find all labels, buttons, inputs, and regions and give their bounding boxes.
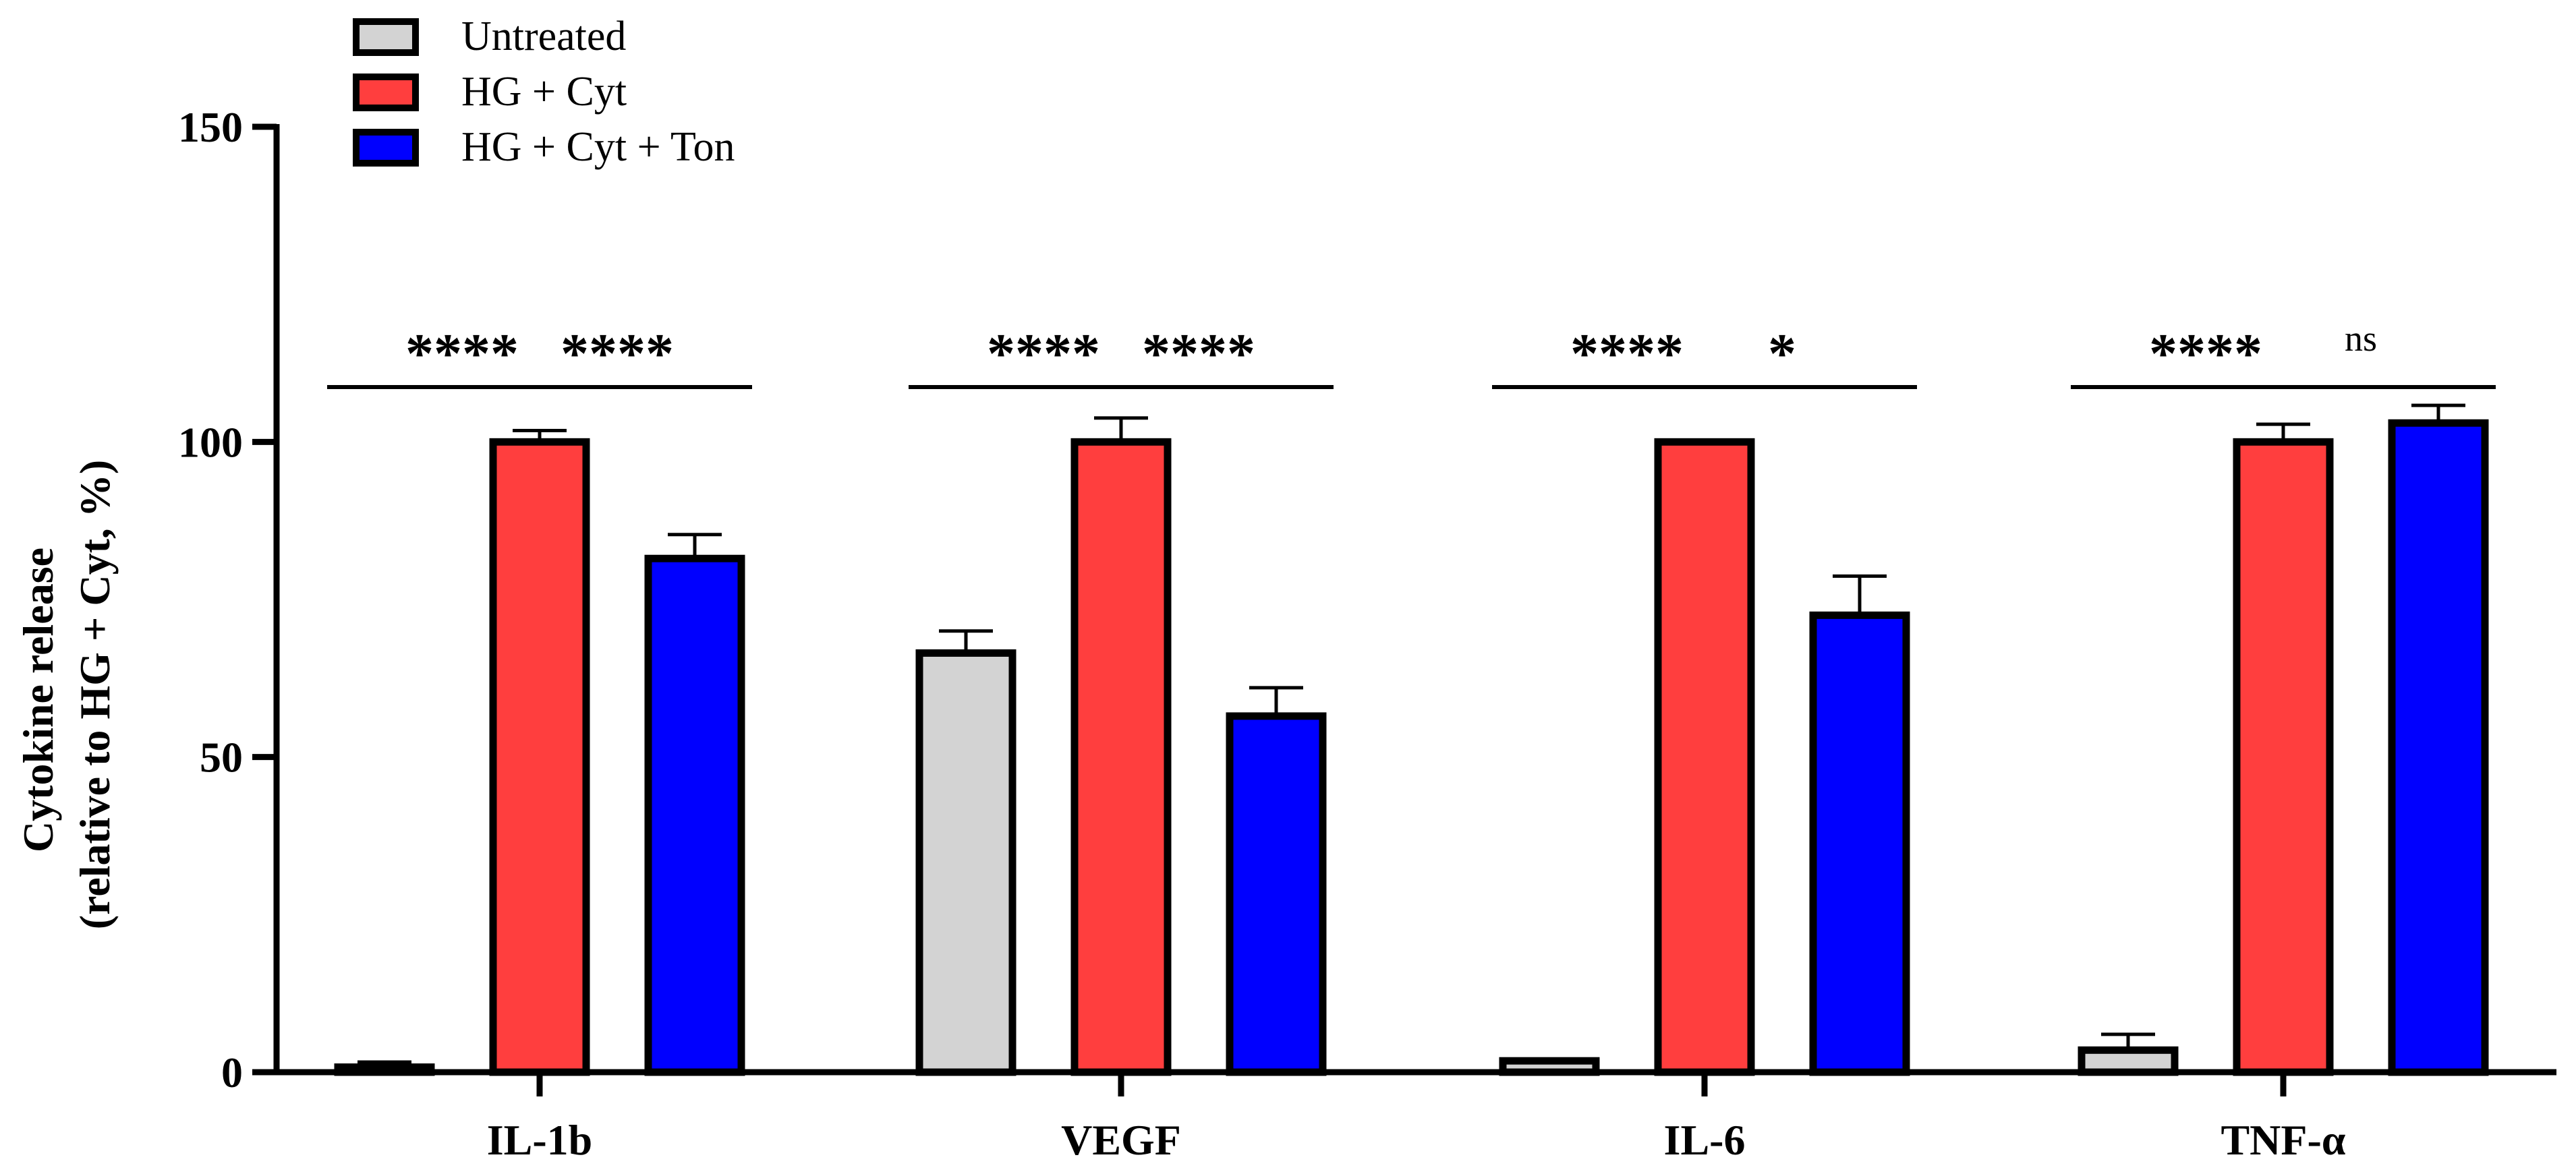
- x-category-label-3: TNF-α: [2221, 1116, 2345, 1164]
- sig-label-4: ****: [1570, 322, 1684, 385]
- legend-swatch-1: [353, 74, 419, 111]
- y-tick-label-150: 150: [178, 103, 243, 151]
- sig-label-7: ns: [2345, 318, 2377, 359]
- sig-label-1: ****: [561, 322, 674, 385]
- bar-untreated-1: [915, 649, 1017, 1076]
- bar-untreated-3: [2078, 1046, 2179, 1076]
- bar-hg-cyt-ton-3: [2388, 419, 2489, 1076]
- bars: [334, 419, 2489, 1076]
- bar-hg-cyt-0: [489, 438, 590, 1076]
- sig-label-5: *: [1768, 322, 1796, 385]
- x-category-label-2: IL-6: [1664, 1116, 1746, 1164]
- y-axis-title-line-1: Cytokine release: [14, 548, 62, 852]
- error-bars: [357, 403, 2465, 1067]
- bar-hg-cyt-3: [2233, 438, 2334, 1076]
- x-category-label-1: VEGF: [1061, 1116, 1181, 1164]
- bar-untreated-2: [1499, 1057, 1600, 1076]
- bar-hg-cyt-ton-1: [1226, 712, 1327, 1076]
- legend-label-2: HG + Cyt + Ton: [461, 124, 735, 170]
- legend-label-0: Untreated: [461, 13, 626, 59]
- y-axis-title: Cytokine release (relative to HG + Cyt, …: [14, 460, 119, 929]
- bar-hg-cyt-2: [1654, 438, 1755, 1076]
- y-axis: 0 50 100 150: [178, 103, 280, 1096]
- sig-label-3: ****: [1142, 322, 1255, 385]
- bar-hg-cyt-1: [1070, 438, 1172, 1076]
- x-axis: IL-1b VEGF IL-6 TNF-α: [274, 1069, 2556, 1164]
- bar-hg-cyt-ton-0: [644, 554, 745, 1076]
- y-axis-title-line-2: (relative to HG + Cyt, %): [71, 460, 119, 929]
- y-tick-label-0: 0: [221, 1049, 243, 1096]
- legend-swatch-2: [353, 129, 419, 167]
- sig-label-6: ****: [2149, 322, 2262, 385]
- sig-label-2: ****: [987, 322, 1100, 385]
- bar-hg-cyt-ton-2: [1809, 611, 1910, 1076]
- significance-annotations: **** **** **** **** **** * **** ns: [327, 318, 2496, 389]
- x-category-label-0: IL-1b: [487, 1116, 593, 1164]
- legend-label-1: HG + Cyt: [461, 69, 627, 115]
- legend-swatch-0: [353, 18, 419, 56]
- y-tick-label-100: 100: [178, 418, 243, 466]
- legend: Untreated HG + Cyt HG + Cyt + Ton: [353, 13, 735, 170]
- y-tick-label-50: 50: [200, 734, 243, 782]
- bar-untreated-0: [334, 1063, 435, 1076]
- sig-label-0: ****: [405, 322, 519, 385]
